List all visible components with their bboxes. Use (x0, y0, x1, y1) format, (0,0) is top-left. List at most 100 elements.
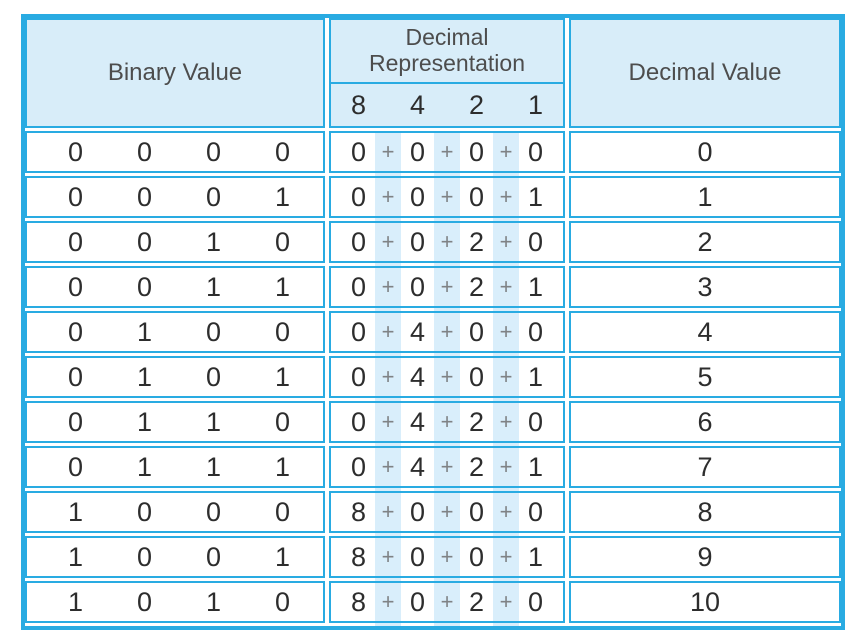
binary-digit: 0 (274, 136, 291, 167)
binary-digit: 0 (274, 496, 291, 527)
decimal-representation-cell: 0 +0 +2 +1 (329, 266, 565, 308)
representation-digit: 0 (468, 361, 485, 392)
binary-digit: 0 (274, 406, 291, 437)
representation-digit: 8 (350, 541, 367, 572)
binary-value-cell: 1 0 1 0 (25, 581, 325, 623)
decimal-representation-cell: 0 +4 +0 +0 (329, 311, 565, 353)
decimal-representation-cell: 8 +0 +0 +0 (329, 491, 565, 533)
binary-digit: 1 (274, 271, 291, 302)
representation-digit: 0 (527, 316, 544, 347)
decimal-representation-cell: 0 +0 +0 +0 (329, 131, 565, 173)
plus-sign: + (499, 544, 513, 569)
binary-digit: 1 (136, 361, 153, 392)
binary-digit: 1 (136, 451, 153, 482)
decimal-representation-cell: 8 +0 +0 +1 (329, 536, 565, 578)
representation-digit: 0 (409, 136, 426, 167)
representation-digit: 0 (409, 496, 426, 527)
binary-digit: 0 (67, 361, 84, 392)
binary-digit: 1 (274, 181, 291, 212)
plus-sign: + (440, 319, 454, 344)
binary-digit: 0 (274, 316, 291, 347)
representation-digit: 0 (350, 406, 367, 437)
plus-sign: + (499, 319, 513, 344)
plus-sign: + (499, 274, 513, 299)
decimal-representation-cell: 0 +4 +2 +1 (329, 446, 565, 488)
representation-digit: 2 (468, 406, 485, 437)
representation-digit: 2 (468, 226, 485, 257)
binary-value-cell: 0 1 1 1 (25, 446, 325, 488)
representation-digit: 0 (527, 136, 544, 167)
binary-digit: 1 (205, 406, 222, 437)
plus-sign: + (440, 454, 454, 479)
representation-digit: 1 (527, 451, 544, 482)
binary-digit: 1 (274, 541, 291, 572)
binary-value-cell: 0 1 0 1 (25, 356, 325, 398)
decimal-value-header: Decimal Value (569, 18, 841, 128)
decimal-representation-header-group: Decimal Representation 8 4 2 1 (329, 18, 565, 128)
plus-sign: + (381, 589, 395, 614)
plus-sign: + (440, 184, 454, 209)
binary-digit: 1 (136, 406, 153, 437)
binary-digit: 0 (67, 316, 84, 347)
binary-digit: 1 (136, 316, 153, 347)
representation-digit: 2 (468, 451, 485, 482)
plus-sign: + (381, 454, 395, 479)
binary-value-cell: 0 0 0 0 (25, 131, 325, 173)
representation-digit: 4 (409, 316, 426, 347)
binary-digit: 0 (136, 226, 153, 257)
decimal-representation-cell: 0 +0 +0 +1 (329, 176, 565, 218)
decimal-value-cell: 4 (569, 311, 841, 353)
binary-value-cell: 1 0 0 0 (25, 491, 325, 533)
representation-digit: 0 (527, 496, 544, 527)
binary-digit: 1 (67, 541, 84, 572)
plus-sign: + (440, 229, 454, 254)
plus-sign: + (499, 364, 513, 389)
representation-digit: 0 (409, 586, 426, 617)
decimal-representation-cell: 0 +0 +2 +0 (329, 221, 565, 263)
plus-sign: + (440, 364, 454, 389)
binary-digit: 1 (67, 586, 84, 617)
representation-digit: 4 (409, 406, 426, 437)
binary-digit: 0 (67, 136, 84, 167)
decimal-value-cell: 8 (569, 491, 841, 533)
representation-digit: 0 (527, 586, 544, 617)
representation-digit: 0 (350, 226, 367, 257)
binary-digit: 1 (274, 361, 291, 392)
binary-digit: 0 (274, 226, 291, 257)
decimal-representation-cell: 0 +4 +2 +0 (329, 401, 565, 443)
binary-digit: 1 (205, 451, 222, 482)
representation-digit: 4 (409, 361, 426, 392)
binary-digit: 0 (205, 496, 222, 527)
representation-digit: 4 (409, 451, 426, 482)
plus-sign: + (499, 454, 513, 479)
plus-sign: + (381, 409, 395, 434)
plus-sign: + (440, 409, 454, 434)
binary-digit: 0 (67, 181, 84, 212)
binary-digit: 1 (67, 496, 84, 527)
representation-digit: 1 (527, 541, 544, 572)
representation-digit: 0 (350, 316, 367, 347)
decimal-value-cell: 0 (569, 131, 841, 173)
plus-sign: + (381, 274, 395, 299)
decimal-value-cell: 1 (569, 176, 841, 218)
binary-digit: 1 (205, 226, 222, 257)
decimal-value-cell: 2 (569, 221, 841, 263)
plus-sign: + (381, 139, 395, 164)
place-value-2: 2 (468, 89, 485, 120)
highlight-stripe (434, 131, 460, 626)
decimal-value-cell: 3 (569, 266, 841, 308)
plus-sign: + (499, 139, 513, 164)
decimal-value-cell: 10 (569, 581, 841, 623)
binary-digit: 0 (136, 586, 153, 617)
plus-sign: + (440, 499, 454, 524)
decimal-representation-cell: 0 +4 +0 +1 (329, 356, 565, 398)
binary-digit: 0 (205, 541, 222, 572)
binary-digit: 0 (136, 496, 153, 527)
representation-digit: 0 (468, 316, 485, 347)
binary-digit: 0 (205, 181, 222, 212)
highlight-stripe (493, 131, 519, 626)
binary-digit: 1 (274, 451, 291, 482)
plus-sign: + (499, 409, 513, 434)
binary-digit: 0 (274, 586, 291, 617)
plus-sign: + (440, 139, 454, 164)
